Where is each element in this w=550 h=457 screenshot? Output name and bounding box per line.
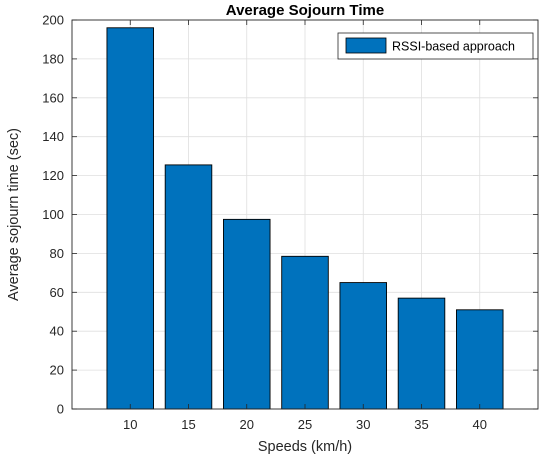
y-tick-label: 20 — [50, 363, 64, 378]
x-tick-label: 20 — [240, 417, 254, 432]
y-tick-label: 60 — [50, 285, 64, 300]
x-axis-label: Speeds (km/h) — [258, 439, 352, 455]
bar-40 — [456, 309, 504, 410]
x-tick-label: 15 — [181, 417, 195, 432]
y-axis-label: Average sojourn time (sec) — [6, 128, 22, 301]
y-tick-label: 40 — [50, 324, 64, 339]
y-tick-label: 100 — [42, 207, 64, 222]
x-tick-label: 25 — [298, 417, 312, 432]
y-tick-label: 140 — [42, 129, 64, 144]
bar-35 — [397, 297, 446, 410]
legend: RSSI-based approach — [337, 32, 534, 60]
y-tick-label: 180 — [42, 51, 64, 66]
x-tick-label: 35 — [414, 417, 428, 432]
bar-15 — [164, 164, 213, 410]
legend-label: RSSI-based approach — [392, 40, 515, 54]
bar-30 — [339, 282, 388, 410]
x-tick-label: 10 — [123, 417, 137, 432]
x-tick-label: 30 — [356, 417, 370, 432]
y-tick-label: 120 — [42, 168, 64, 183]
y-tick-label: 80 — [50, 246, 64, 261]
y-tick-label: 160 — [42, 90, 64, 105]
bar-25 — [281, 255, 329, 410]
bars — [106, 27, 504, 410]
x-tick-label: 40 — [473, 417, 487, 432]
chart-title: Average Sojourn Time — [226, 2, 384, 19]
tick-labels: 0 20 40 60 80 100 120 140 160 180 200 10 15 20 25 30 35 4… — [42, 13, 487, 433]
bar-20 — [222, 218, 271, 410]
y-tick-label: 200 — [42, 13, 64, 28]
y-tick-label: 0 — [57, 402, 64, 417]
axes-frame — [71, 19, 539, 410]
bar-10 — [106, 27, 154, 410]
legend-swatch — [345, 37, 387, 54]
axes — [71, 19, 539, 410]
